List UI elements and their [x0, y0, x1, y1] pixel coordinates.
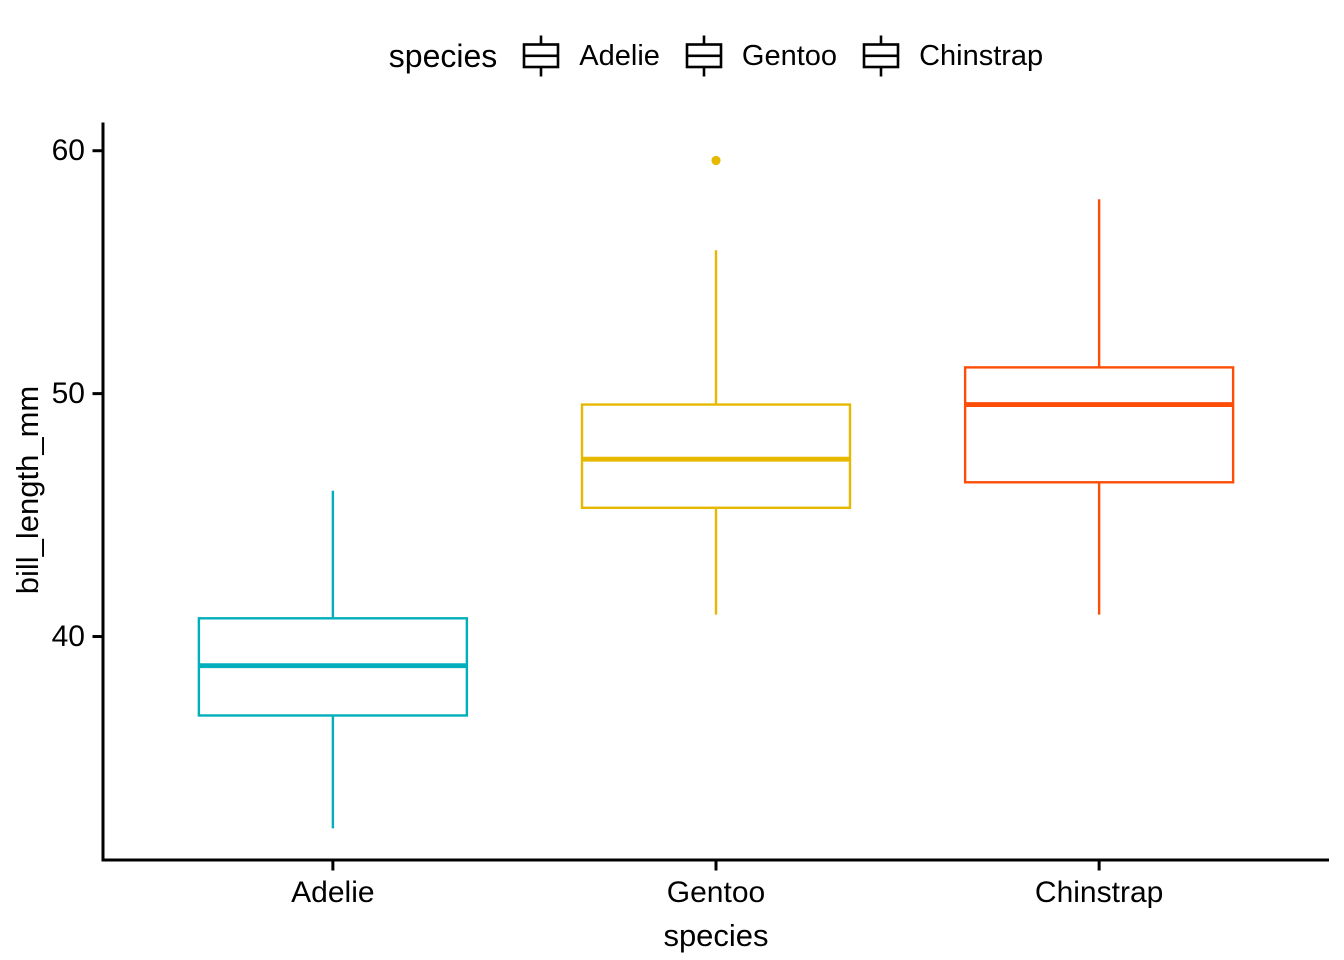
iqr-box	[580, 403, 852, 509]
legend-label: Chinstrap	[919, 39, 1044, 72]
iqr-box	[963, 366, 1235, 484]
boxplot-key-icon	[685, 35, 723, 77]
boxplot-chinstrap	[963, 199, 1235, 615]
y-tick-label: 50	[52, 377, 85, 410]
x-tick-label: Adelie	[291, 876, 374, 909]
legend-item-adelie: Adelie	[521, 33, 660, 79]
y-tick-label: 60	[52, 134, 85, 167]
legend-item-gentoo: Gentoo	[684, 33, 837, 79]
boxplot-key-icon	[862, 35, 900, 77]
legend-item-chinstrap: Chinstrap	[861, 33, 1043, 79]
y-tick-label: 40	[52, 620, 85, 653]
boxplot-gentoo	[580, 155, 852, 615]
y-axis-title: bill_length_mm	[10, 386, 45, 595]
x-tick-label: Chinstrap	[1035, 876, 1163, 909]
legend-label: Adelie	[579, 39, 660, 72]
legend: species Adelie Gentoo Chinstrap	[103, 28, 1329, 84]
x-tick-label: Gentoo	[667, 876, 765, 909]
boxplot-adelie	[197, 490, 469, 829]
legend-title: species	[388, 38, 498, 74]
outlier-point	[711, 155, 721, 166]
boxplot-key-icon	[522, 35, 560, 77]
legend-label: Gentoo	[741, 39, 838, 72]
x-axis-title: species	[663, 918, 768, 953]
